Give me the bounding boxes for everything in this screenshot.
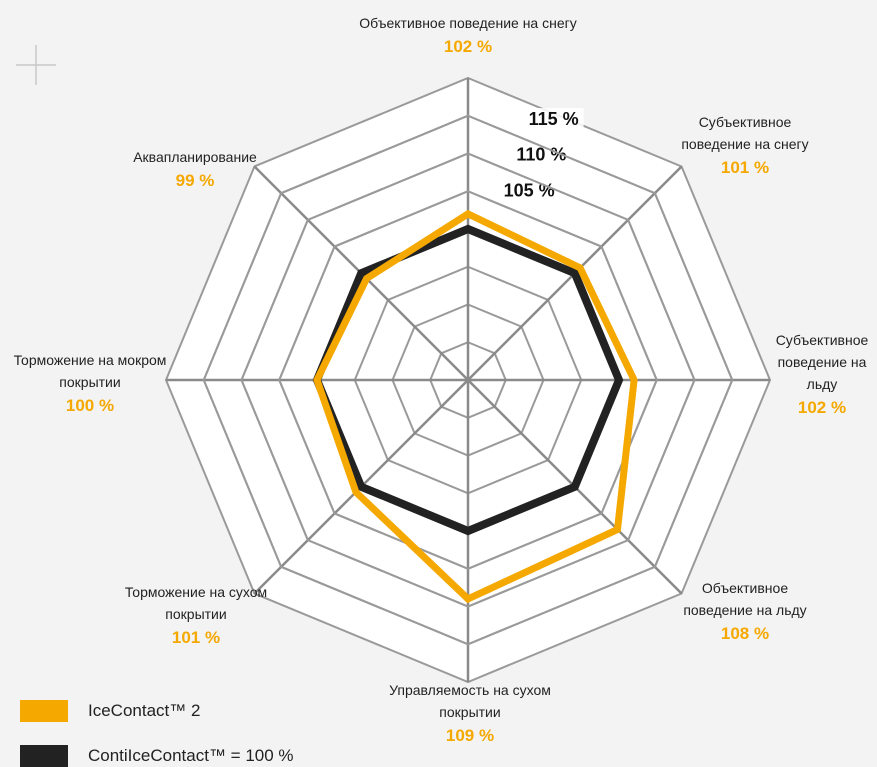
crosshair [16,45,56,85]
series-line [312,224,624,536]
tick-bg [513,143,572,166]
axis-label: Торможение на сухом покрытии 101 % [116,581,276,651]
legend-swatch [20,745,68,767]
axis-label: Объективное поведение на льду 108 % [670,577,820,647]
r-tick-label: 105 % [504,180,555,200]
value-label: 101 % [171,628,221,647]
value-label: 99 % [175,171,215,190]
axis-label: Объективное поведение на снегу 102 % [308,12,628,60]
category-label: Субъективное поведение на снегу [681,114,809,152]
category-label: Объективное поведение на льду [683,580,807,618]
category-label: Управляемость на сухом покрытии [389,682,551,720]
axis-label: Аквапланирование 99 % [95,146,295,194]
axis-label: Субъективное поведение на снегу 101 % [675,111,815,181]
series-line [313,209,638,604]
value-label: 100 % [65,396,115,415]
legend-label: ContiIceContact™ = 100 % [88,746,294,765]
r-tick-label: 110 % [516,145,566,165]
category-label: Объективное поведение на снегу [359,15,577,31]
axis-label: Торможение на мокром покрытии 100 % [0,349,180,419]
category-label: Субъективное поведение на льду [775,332,869,392]
value-label: 109 % [445,726,495,745]
category-label: Торможение на сухом покрытии [124,584,268,622]
value-label: 102 % [443,37,493,56]
axis-label: Управляемость на сухом покрытии 109 % [370,679,570,749]
tick-bg [525,107,584,130]
grid-line [202,114,734,646]
legend-swatch [20,700,68,722]
category-label: Аквапланирование [133,149,257,165]
grid-line [278,190,658,570]
grid-line [240,152,696,608]
legend-label: IceContact™ 2 [88,701,201,720]
axis-label: Субъективное поведение на льду 102 % [767,329,877,421]
category-label: Торможение на мокром покрытии [13,352,167,390]
value-label: 101 % [720,158,770,177]
r-tick-label: 115 % [529,109,579,129]
value-label: 108 % [720,624,770,643]
value-label: 102 % [797,398,847,417]
